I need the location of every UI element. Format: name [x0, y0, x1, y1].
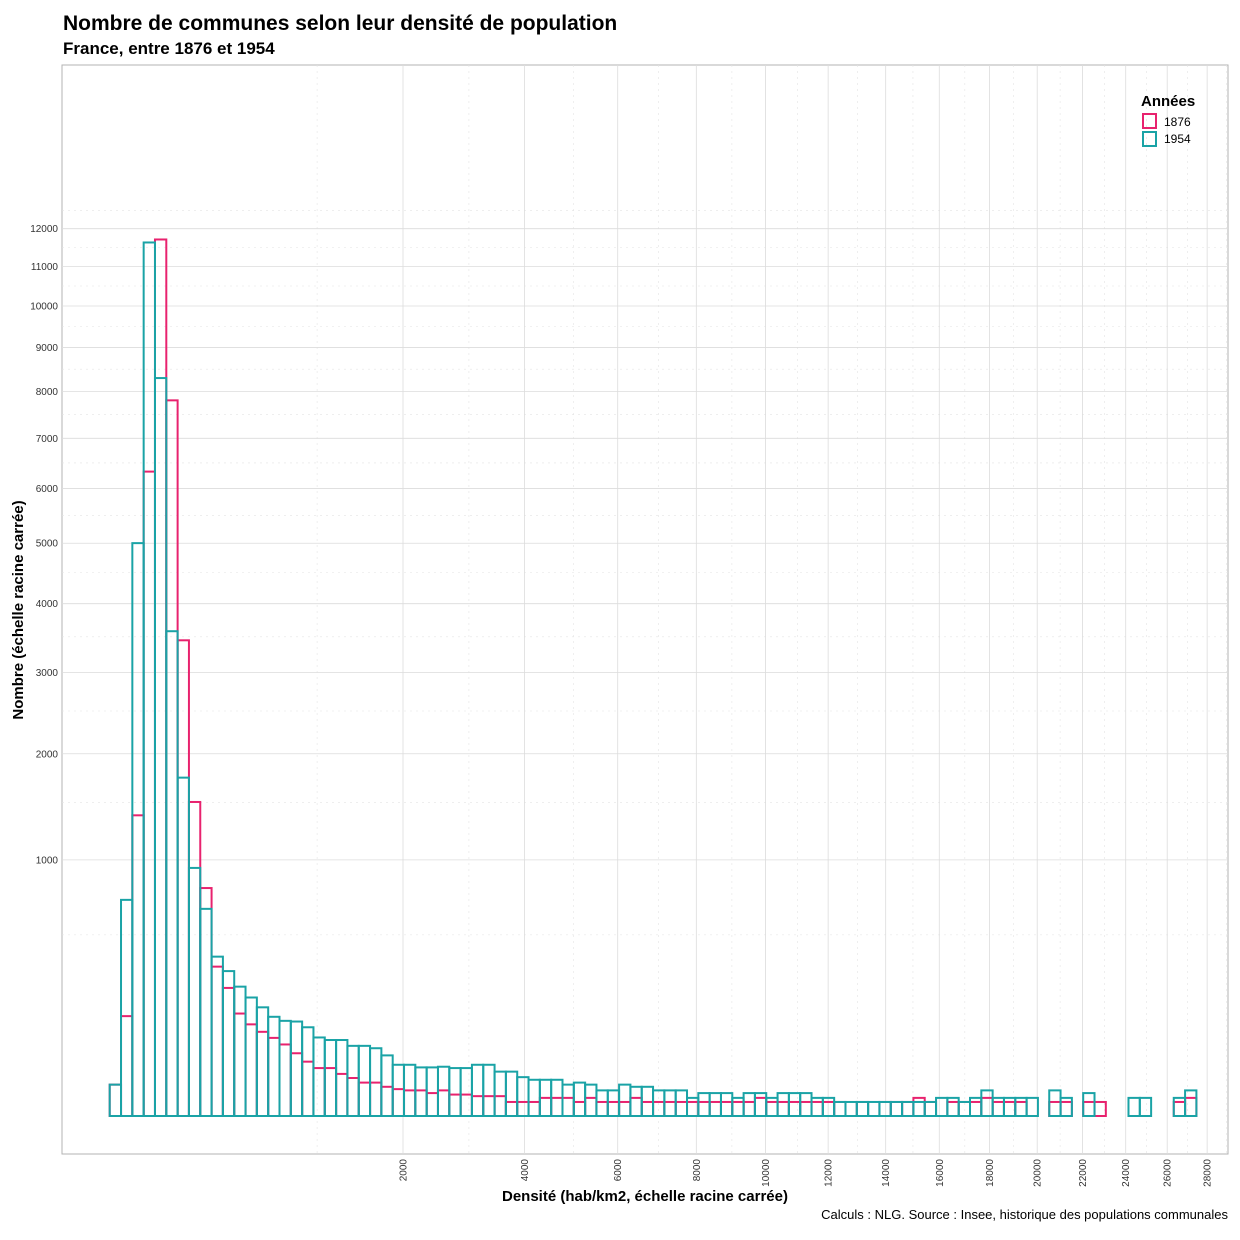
x-tick-label: 6000: [613, 1159, 624, 1182]
y-tick-label: 3000: [36, 668, 59, 679]
y-tick-label: 1000: [36, 855, 59, 866]
bar-1954: [1184, 1089, 1198, 1117]
y-axis-ticks: 1000 2000 3000 4000 5000 6000 7000 8000 9000 1000…: [30, 224, 58, 866]
y-tick-label: 9000: [36, 343, 59, 354]
y-tick-label: 10000: [30, 302, 58, 313]
x-tick-label: 24000: [1121, 1159, 1132, 1187]
y-tick-label: 12000: [30, 224, 58, 235]
chart-subtitle: France, entre 1876 et 1954: [63, 39, 275, 58]
legend-key-1876: [1142, 113, 1157, 129]
legend: Années 1876 1954: [1141, 93, 1195, 147]
y-axis-title: Nombre (échelle racine carrée): [10, 500, 27, 719]
legend-title: Années: [1141, 93, 1195, 110]
plot-panel: [61, 64, 1229, 1155]
x-axis-ticks: 2000 4000 6000 8000 10000 12000 14000 16000 1800…: [399, 1159, 1214, 1187]
y-tick-label: 2000: [36, 749, 59, 760]
x-tick-label: 28000: [1203, 1159, 1214, 1187]
x-tick-label: 2000: [399, 1159, 410, 1182]
bar-1954: [1025, 1096, 1039, 1117]
x-tick-label: 10000: [761, 1159, 772, 1187]
y-tick-label: 11000: [31, 262, 59, 273]
y-tick-label: 4000: [36, 599, 59, 610]
y-tick-label: 5000: [36, 539, 59, 550]
x-axis-title: Densité (hab/km2, échelle racine carrée): [502, 1188, 788, 1205]
major-gridlines: [62, 65, 1228, 1154]
bar-1954: [1138, 1096, 1153, 1117]
x-tick-label: 18000: [985, 1159, 996, 1187]
x-tick-label: 12000: [824, 1159, 835, 1187]
x-tick-label: 8000: [692, 1159, 703, 1182]
x-tick-label: 26000: [1163, 1159, 1174, 1187]
series-1954: [108, 241, 1198, 1118]
histogram-bars: [108, 238, 1198, 1118]
legend-label-1954: 1954: [1164, 132, 1191, 146]
y-tick-label: 7000: [36, 434, 59, 445]
bar-1954: [1082, 1092, 1096, 1117]
chart-caption: Calculs : NLG. Source : Insee, historiqu…: [821, 1207, 1228, 1222]
minor-gridlines: [62, 65, 1228, 1154]
x-tick-label: 4000: [520, 1159, 531, 1182]
y-tick-label: 6000: [36, 484, 59, 495]
y-tick-label: 8000: [36, 387, 59, 398]
x-tick-label: 22000: [1078, 1159, 1089, 1187]
x-tick-label: 14000: [881, 1159, 892, 1187]
chart-title: Nombre de communes selon leur densité de…: [63, 12, 618, 35]
bar-1954: [1059, 1096, 1073, 1117]
legend-key-1954: [1142, 131, 1157, 147]
x-tick-label: 20000: [1033, 1159, 1044, 1187]
x-tick-label: 16000: [935, 1159, 946, 1187]
legend-label-1876: 1876: [1164, 115, 1191, 129]
